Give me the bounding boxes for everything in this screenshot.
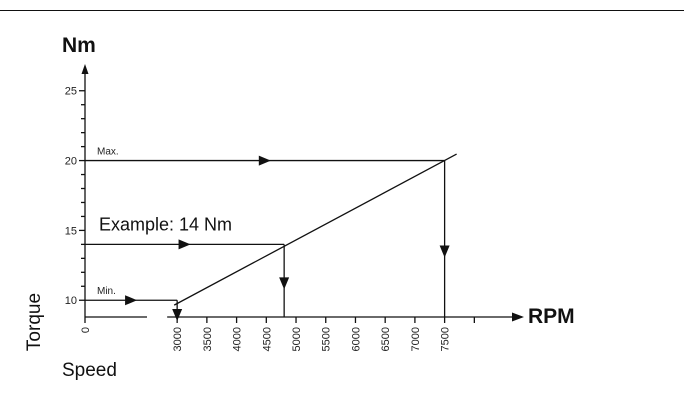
y-tick-label: 10 xyxy=(65,295,77,307)
y-tick-label: 15 xyxy=(65,225,77,237)
x-tick-label: 3000 xyxy=(172,327,184,351)
y-axis-title: Torque xyxy=(24,293,45,351)
vertical-guide-arrowhead xyxy=(172,309,183,321)
y-tick-label: 25 xyxy=(65,86,77,98)
x-tick-label: 7000 xyxy=(410,327,422,351)
horizontal-guide-arrowhead xyxy=(258,155,271,166)
characteristic-line xyxy=(173,153,457,306)
y-unit-label: Nm xyxy=(62,34,96,57)
annotation-label: Min. xyxy=(97,286,116,297)
x-tick-label: 6500 xyxy=(380,327,392,351)
x-tick-label: 5000 xyxy=(291,327,303,351)
x-tick-label: 4500 xyxy=(261,327,273,351)
x-axis-arrowhead xyxy=(512,312,524,322)
axes-layer xyxy=(79,64,524,323)
vertical-guide-arrowhead xyxy=(439,245,450,258)
y-tick-label: 20 xyxy=(65,156,77,168)
x-tick-label: 4000 xyxy=(232,327,244,351)
annotation-label: Max. xyxy=(97,147,119,158)
x-unit-label: RPM xyxy=(528,305,575,328)
annotation-label: Example: 14 Nm xyxy=(99,214,232,234)
x-tick-label: 6000 xyxy=(350,327,362,351)
horizontal-guide-arrowhead xyxy=(178,239,191,250)
x-axis-title: Speed xyxy=(62,360,117,381)
marks-layer xyxy=(85,153,457,321)
x-tick-label: 5500 xyxy=(321,327,333,351)
y-axis-arrowhead xyxy=(81,64,89,74)
x-tick-label: 7500 xyxy=(440,327,452,351)
x-tick-label: 0 xyxy=(80,327,92,333)
x-tick-label: 3500 xyxy=(202,327,214,351)
vertical-guide-arrowhead xyxy=(279,277,290,290)
text-layer: 10 15 20 25 0 3000 3500 4000 4500 5000 5500 6000 650… xyxy=(24,34,575,381)
horizontal-guide-arrowhead xyxy=(125,295,138,306)
